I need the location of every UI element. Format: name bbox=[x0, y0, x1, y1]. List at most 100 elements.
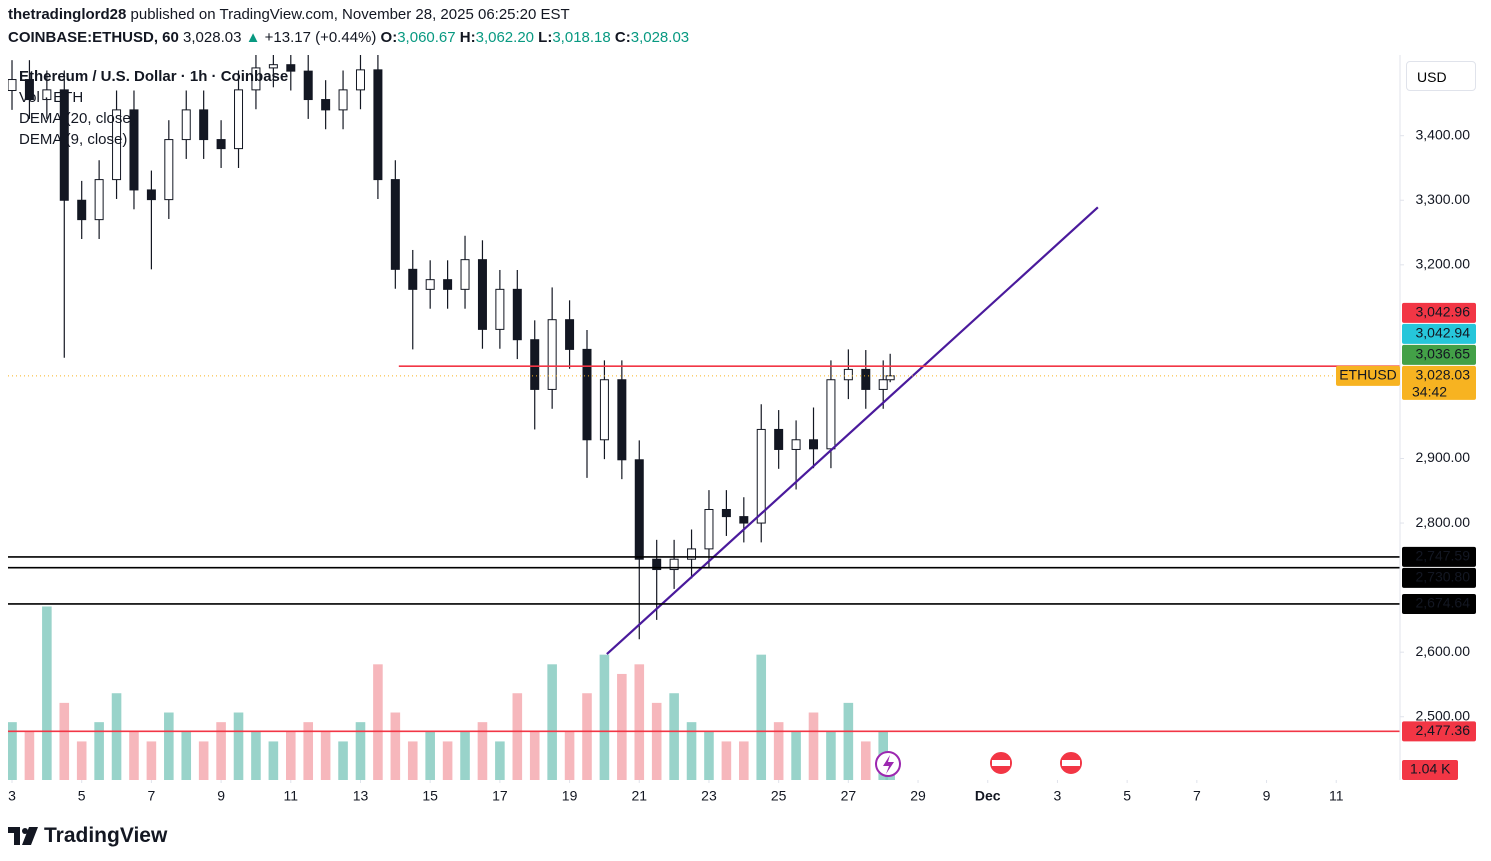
legend-item[interactable]: Ethereum / U.S. Dollar · 1h · Coinbase bbox=[19, 68, 289, 85]
candle-body bbox=[94, 179, 104, 221]
x-tick-label: 13 bbox=[353, 788, 369, 804]
candle-body bbox=[234, 89, 244, 150]
candle-body bbox=[878, 379, 888, 390]
volume-bar bbox=[442, 741, 453, 780]
x-tick-label: 3 bbox=[8, 788, 16, 804]
legend: Ethereum / U.S. Dollar · 1h · Coinbase V… bbox=[19, 66, 288, 150]
candle-body bbox=[809, 439, 819, 450]
volume-bar bbox=[512, 693, 523, 780]
candle-body bbox=[547, 319, 557, 390]
candle-body bbox=[774, 428, 784, 450]
candle-body bbox=[112, 109, 122, 181]
volume-bar bbox=[599, 654, 610, 780]
x-tick-label: 15 bbox=[422, 788, 438, 804]
volume-bar bbox=[373, 664, 383, 780]
volume-bar bbox=[686, 722, 697, 780]
y-tick-label: 3,300.00 bbox=[1416, 191, 1471, 207]
volume-bar bbox=[24, 731, 35, 780]
x-tick-label: 27 bbox=[841, 788, 857, 804]
o-label: O: bbox=[380, 29, 398, 46]
volume-bar bbox=[826, 731, 836, 780]
x-tick-label: 5 bbox=[78, 788, 86, 804]
candle-body bbox=[338, 89, 348, 111]
candle-body bbox=[826, 379, 836, 450]
candle-body bbox=[390, 179, 400, 270]
high: 3,062.20 bbox=[475, 29, 534, 46]
price-label: 2,730.80 bbox=[1416, 569, 1471, 585]
volume-bar bbox=[477, 722, 488, 780]
price-label-bg bbox=[1402, 567, 1476, 588]
candle-body bbox=[286, 64, 296, 72]
candle-body bbox=[512, 288, 522, 341]
volume-bar bbox=[495, 741, 505, 780]
price-label: 2,747.59 bbox=[1416, 548, 1471, 564]
volume-bar bbox=[582, 693, 592, 780]
candle-body bbox=[704, 508, 714, 550]
volume-bar bbox=[547, 664, 557, 780]
candle-body bbox=[129, 109, 139, 191]
volume-bar bbox=[634, 664, 645, 780]
x-tick-label: 9 bbox=[217, 788, 225, 804]
symbol-tag-bg bbox=[1336, 365, 1400, 386]
volume-bar bbox=[111, 693, 122, 780]
candle-body bbox=[885, 375, 895, 381]
x-tick-label: Dec bbox=[975, 788, 1001, 804]
volume-bar bbox=[94, 722, 104, 780]
volume-label: 1.04 K bbox=[1410, 761, 1451, 777]
volume-bar bbox=[42, 606, 52, 780]
y-tick-label: 2,600.00 bbox=[1416, 643, 1471, 659]
volume-bar bbox=[843, 702, 854, 780]
volume-bar bbox=[338, 741, 348, 780]
candle-body bbox=[861, 368, 871, 390]
price-label-bg bbox=[1402, 721, 1476, 742]
y-tick-label: 3,400.00 bbox=[1416, 126, 1471, 142]
h-label: H: bbox=[459, 29, 476, 46]
price-label-bg bbox=[1402, 593, 1476, 614]
y-tick-label: 2,500.00 bbox=[1416, 707, 1471, 723]
volume-bar bbox=[146, 741, 157, 780]
symbol: COINBASE:ETHUSD, 60 bbox=[8, 29, 179, 46]
volume-bar bbox=[407, 741, 418, 780]
volume-bar bbox=[355, 722, 366, 780]
volume-bar bbox=[390, 712, 401, 780]
price-label: 2,477.36 bbox=[1416, 722, 1471, 738]
candle-body bbox=[251, 67, 261, 91]
candle-body bbox=[146, 189, 156, 201]
volume-bar bbox=[320, 731, 331, 780]
l-label: L: bbox=[538, 29, 553, 46]
y-tick-label: 2,900.00 bbox=[1416, 449, 1471, 465]
price-label: 3,042.96 bbox=[1416, 304, 1471, 320]
plot-area bbox=[8, 55, 1400, 780]
volume-bar bbox=[739, 741, 749, 780]
price-label-bg bbox=[1402, 323, 1476, 344]
volume-bar bbox=[617, 673, 627, 780]
published: published on TradingView.com, November 2… bbox=[130, 6, 570, 23]
legend-item[interactable]: Vol · ETH bbox=[19, 89, 84, 106]
volume-bar bbox=[233, 712, 244, 780]
price-axis: 3,400.00 3,300.00 3,200.00 2,900.00 2,800.00… bbox=[8, 55, 1476, 804]
volume-bar bbox=[860, 741, 871, 780]
candle-body bbox=[687, 548, 697, 560]
candle-body bbox=[739, 516, 749, 524]
x-tick-label: 29 bbox=[910, 788, 926, 804]
last-price: 3,028.03 bbox=[183, 29, 242, 46]
candle-body bbox=[634, 459, 644, 560]
x-tick-label: 7 bbox=[148, 788, 156, 804]
candle-body bbox=[8, 79, 17, 92]
volume-bar bbox=[773, 722, 784, 780]
currency-button[interactable]: USD bbox=[1406, 61, 1476, 91]
candle-body bbox=[268, 64, 278, 69]
candle-body bbox=[721, 508, 731, 518]
trendline bbox=[606, 206, 1099, 655]
candle-body bbox=[164, 139, 174, 201]
legend-item[interactable]: DEMA (20, close) bbox=[19, 110, 136, 127]
candle-body bbox=[181, 109, 191, 141]
x-tick-label: 17 bbox=[492, 788, 508, 804]
x-tick-label: 11 bbox=[284, 788, 299, 804]
volume-bar bbox=[216, 722, 226, 780]
x-tick-label: 5 bbox=[1123, 788, 1131, 804]
volume-bar bbox=[268, 741, 279, 780]
brand-logo bbox=[8, 827, 38, 845]
legend-item[interactable]: DEMA (9, close) bbox=[19, 131, 128, 148]
volume-bar bbox=[425, 731, 435, 780]
